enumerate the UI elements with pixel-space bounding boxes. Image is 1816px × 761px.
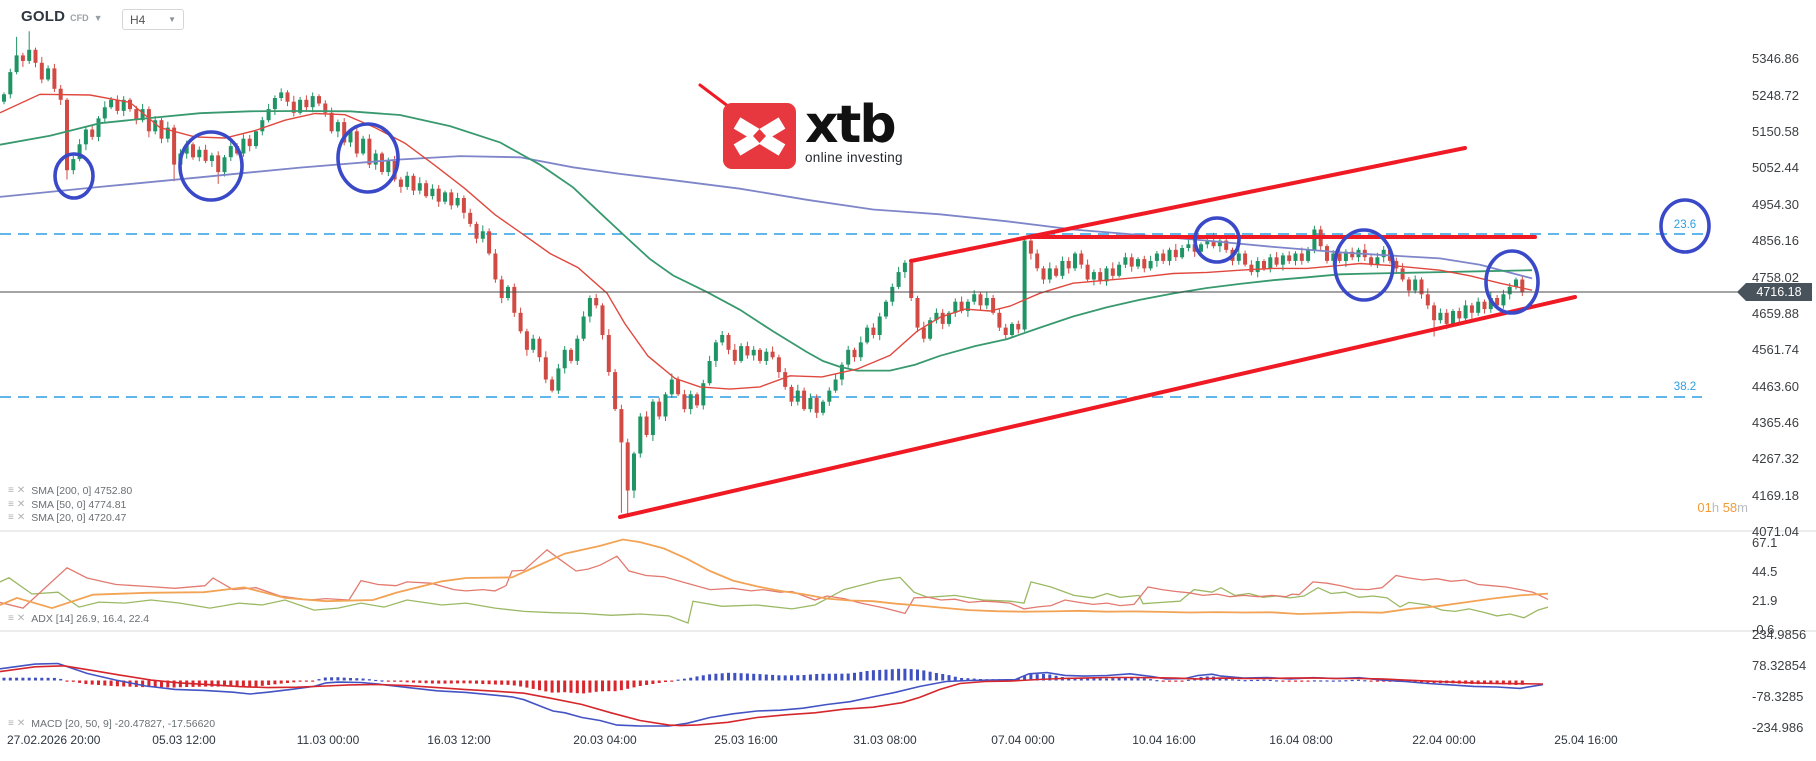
legend-settings-icon[interactable]: ≡ [8,512,14,523]
price-axis-label: 4267.32 [1752,451,1799,467]
time-axis-label: 10.04 16:00 [1132,733,1196,747]
price-axis-label: 4365.46 [1752,414,1799,430]
legend-close-icon[interactable]: ✕ [16,512,26,523]
timer-hours-unit: h [1711,500,1720,515]
candle-countdown-timer: 01h 58m [1618,500,1748,515]
macd-axis-label: -78.3285 [1752,689,1804,704]
symbol-selector[interactable]: GOLD CFD ▼ [21,8,103,25]
price-axis-label: 5248.72 [1752,87,1799,103]
legend-settings-icon[interactable]: ≡ [8,613,14,624]
price-axis-label: 4169.18 [1752,487,1799,503]
macd-axis-label: 78.32854 [1752,657,1807,673]
legend-close-icon[interactable]: ✕ [16,613,26,624]
instrument-type-label: CFD [70,12,89,23]
adx-axis-label: -0.6 [1752,621,1775,637]
time-axis-label: 22.04 00:00 [1412,733,1476,747]
adx-axis-label: 67.1 [1752,534,1778,550]
legend-close-icon[interactable]: ✕ [16,498,26,510]
legend-settings-icon[interactable]: ≡ [8,485,14,496]
price-axis-label: 5052.44 [1752,160,1799,176]
macd-legend-label: MACD [20, 50, 9] -20.47827, -17.56620 [31,718,216,730]
price-axis-label: 4856.16 [1752,233,1799,249]
adx-axis-label: 44.5 [1752,563,1778,579]
xtb-logo-text: xtb [805,95,897,155]
sma200-line [0,155,1533,280]
price-axis-label: 5346.86 [1752,51,1799,67]
sma-legend-label: SMA [200, 0] 4752.80 [31,485,133,497]
price-axis-label: 5150.58 [1752,124,1799,140]
time-axis-label: 05.03 12:00 [152,733,216,747]
timeframe-dropdown[interactable]: H4 ▼ [122,9,184,30]
fibonacci-levels [0,233,1706,398]
chevron-down-icon: ▼ [168,15,176,24]
price-axis-label: 4463.60 [1752,378,1799,394]
time-axis-label: 25.04 16:00 [1554,733,1618,747]
time-axis-label: 11.03 00:00 [296,733,360,747]
sma20-line [0,93,1533,390]
price-axis-label: 4071.04 [1752,523,1799,539]
time-axis-label: 31.03 08:00 [853,733,917,747]
circle-annotations [53,122,1711,315]
sma-legend-row: ≡ ✕ SMA [50, 0] 4774.81 [8,499,126,511]
macd-axis-label: 234.9856 [1752,626,1807,642]
timer-hours: 01 [1697,500,1712,515]
chevron-down-icon: ▼ [93,12,103,23]
adx-legend-label: ADX [14] 26.9, 16.4, 22.4 [31,613,150,625]
sma50-line [0,110,1533,372]
time-axis-label: 20.03 04:00 [573,733,637,747]
xtb-x-icon [733,117,786,156]
timer-minutes: 58 [1722,500,1738,515]
legend-settings-icon[interactable]: ≡ [8,718,14,729]
price-axis-label: 4659.88 [1752,305,1799,321]
current-price-value: 4716.18 [1756,285,1802,299]
trendlines [618,83,1577,519]
time-axis-label: 07.04 00:00 [991,733,1055,747]
time-axis-label: 25.03 16:00 [714,733,778,747]
timer-minutes-unit: m [1737,500,1748,515]
price-tag-arrow [1737,283,1746,301]
macd-lines [0,662,1544,727]
time-axis-label: 16.04 08:00 [1269,733,1333,747]
adx-lines [0,538,1549,624]
sma-legend-row: ≡ ✕ SMA [200, 0] 4752.80 [8,485,132,497]
adx-legend: ≡ ✕ ADX [14] 26.9, 16.4, 22.4 [8,613,149,625]
timeframe-value: H4 [130,12,146,27]
time-axis-label: 27.02.2026 20:00 [7,733,101,747]
macd-histogram [2,668,1524,694]
fib-23-6-label: 23.6 [1673,219,1697,231]
sma-legend-row: ≡ ✕ SMA [20, 0] 4720.47 [8,512,126,524]
macd-legend: ≡ ✕ MACD [20, 50, 9] -20.47827, -17.5662… [8,718,215,730]
price-axis-label: 4954.30 [1752,196,1799,212]
legend-close-icon[interactable]: ✕ [16,485,26,496]
current-price-tag: 4716.18 [1737,283,1812,301]
adx-axis-label: 21.9 [1752,593,1778,608]
legend-settings-icon[interactable]: ≡ [8,498,14,510]
fib-38-2-label: 38.2 [1673,381,1697,393]
panel-separators [0,530,1816,632]
time-axis-label: 16.03 12:00 [427,733,491,747]
moving-averages [0,93,1533,390]
symbol-name: GOLD [21,8,66,25]
macd-axis-label: -234.986 [1752,720,1804,736]
sma-legend-label: SMA [20, 0] 4720.47 [31,512,127,524]
price-axis-label: 4561.74 [1752,342,1799,358]
xtb-watermark: xtb online investing [723,95,903,169]
legend-close-icon[interactable]: ✕ [16,718,26,729]
xtb-logo-square [723,103,796,169]
price-axis-label: 4758.02 [1752,269,1799,285]
xtb-tagline: online investing [805,150,903,165]
sma-legend-label: SMA [50, 0] 4774.81 [31,498,127,511]
